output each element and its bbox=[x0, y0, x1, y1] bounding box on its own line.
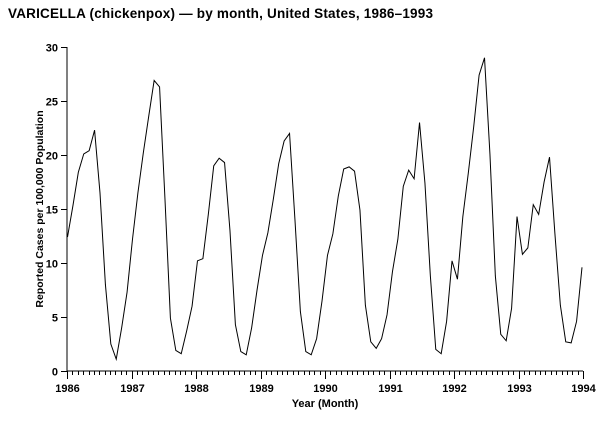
x-tick-label: 1994 bbox=[571, 383, 596, 395]
x-tick-label: 1988 bbox=[184, 383, 208, 395]
x-tick-label: 1992 bbox=[442, 383, 466, 395]
data-line bbox=[67, 57, 583, 362]
chart-title: VARICELLA (chickenpox) — by month, Unite… bbox=[8, 6, 434, 21]
x-tick-label: 1987 bbox=[120, 383, 144, 395]
y-tick-label: 5 bbox=[52, 313, 58, 325]
y-tick-label: 30 bbox=[46, 43, 58, 55]
y-tick-label: 15 bbox=[46, 205, 58, 217]
y-tick-label: 20 bbox=[46, 151, 58, 163]
x-tick-label: 1986 bbox=[55, 383, 79, 395]
x-tick-label: 1990 bbox=[313, 383, 337, 395]
x-axis-label: Year (Month) bbox=[291, 398, 359, 410]
x-tick-label: 1991 bbox=[378, 383, 402, 395]
y-tick-label: 0 bbox=[52, 367, 58, 379]
x-tick-label: 1989 bbox=[249, 383, 273, 395]
x-tick-label: 1993 bbox=[507, 383, 531, 395]
y-tick-label: 10 bbox=[46, 259, 58, 271]
y-tick-label: 25 bbox=[46, 97, 58, 109]
